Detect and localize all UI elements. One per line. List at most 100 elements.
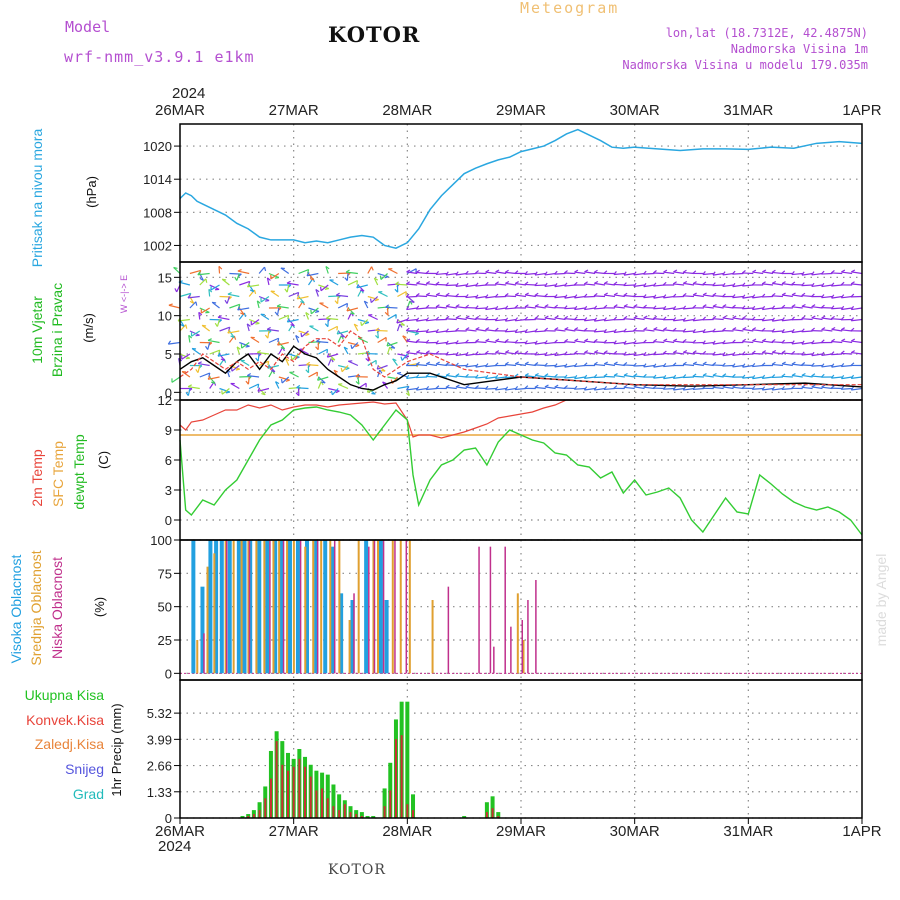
wind-barb-tip: [222, 278, 227, 281]
wind-barb-tip: [416, 349, 421, 353]
wind-barb: [278, 314, 289, 321]
wind-barb-tip: [369, 298, 372, 303]
wind-barb-tip: [335, 390, 340, 394]
wind-barb: [387, 342, 396, 349]
wind-barb-tip: [324, 287, 329, 291]
wind-barb-tip: [364, 300, 369, 304]
wind-barb-tip: [583, 281, 588, 285]
wind-barb-tip: [583, 386, 588, 391]
wind-barb: [603, 387, 615, 391]
wind-barb: [584, 283, 596, 286]
wind-barb-tip: [712, 315, 717, 320]
wind-barb-tip: [256, 300, 261, 304]
wind-barb: [574, 364, 586, 368]
wind-barb: [594, 318, 606, 322]
wind-barb-tip: [455, 327, 460, 332]
wind-barb: [416, 307, 428, 310]
precip-conv-bar: [247, 816, 250, 818]
wind-barb: [643, 295, 655, 299]
wind-barb: [378, 291, 388, 298]
wind-barb: [742, 318, 754, 321]
wind-barb: [251, 319, 260, 326]
precip-conv-bar: [298, 758, 301, 818]
wind-barb: [692, 352, 704, 355]
wind-barb: [643, 329, 655, 332]
wind-barb-tip: [195, 301, 198, 306]
wind-barb-tip: [475, 294, 479, 299]
wind-barb: [732, 272, 744, 275]
wind-barb: [811, 386, 823, 390]
wind-barb-tip: [345, 367, 350, 371]
wind-barb-tip: [594, 280, 599, 284]
wind-barb: [732, 386, 744, 390]
wind-barb-tip: [751, 305, 756, 310]
wind-barb: [643, 353, 655, 357]
wind-barb: [485, 271, 497, 275]
wind-barb-tip: [722, 327, 726, 332]
cloud-high-bar: [323, 540, 328, 674]
footer-station-label: KOTOR: [328, 862, 386, 878]
wind-barb-tip: [208, 372, 211, 378]
wind-barb: [276, 305, 289, 309]
wind-barb-tip: [425, 292, 431, 296]
wind-barb: [219, 387, 231, 393]
wind-barb-tip: [741, 270, 746, 274]
wind-tick-label: 10: [158, 309, 172, 324]
wind-barb-tip: [821, 294, 825, 299]
wind-barb: [343, 346, 349, 355]
page-subtitle: Meteogram: [520, 0, 620, 17]
wind-barb-tip: [702, 328, 706, 333]
wind-barb: [554, 329, 566, 332]
wind-barb: [811, 364, 823, 367]
wind-barb: [353, 323, 359, 332]
wind-barb-tip: [830, 315, 835, 320]
wind-barb-tip: [435, 316, 440, 321]
wind-barb: [801, 272, 813, 276]
wind-barb: [525, 294, 536, 298]
wind-barb-tip: [564, 363, 568, 368]
wind-barb: [831, 284, 843, 287]
wind-barb-tip: [653, 338, 658, 343]
wind-barb-tip: [514, 304, 519, 309]
cloud-mid-bar: [206, 566, 209, 674]
wind-barb-tip: [534, 340, 538, 345]
wind-barb: [416, 387, 428, 391]
wind-barb: [584, 340, 596, 344]
wind-barb-tip: [225, 391, 231, 394]
dewpt-axis-label: dewpt Temp: [71, 434, 87, 509]
wind-barb: [564, 364, 576, 368]
wind-barb-tip: [355, 373, 360, 378]
wind-barb-tip: [850, 350, 856, 354]
wind-barb-tip: [345, 269, 350, 273]
wind-barb-tip: [296, 295, 300, 300]
wind-barb-tip: [514, 317, 519, 322]
wind-barb-tip: [397, 371, 402, 374]
wind-barb-tip: [613, 304, 618, 308]
cloud-mid-bar: [292, 540, 295, 674]
wind-barb-tip: [435, 270, 439, 275]
precip-total-bar: [484, 802, 489, 818]
wind-barb: [209, 284, 220, 290]
cloud-high-bar: [280, 540, 285, 674]
wind-barb: [752, 295, 764, 299]
precip-conv-bar: [343, 804, 346, 818]
wind-barb-tip: [692, 304, 697, 309]
wind-barb-tip: [306, 272, 310, 277]
wind-barb-tip: [475, 385, 479, 389]
wind-barb-tip: [821, 351, 825, 356]
wind-barb: [406, 318, 418, 322]
wind-barb: [544, 353, 556, 357]
wind-barb-tip: [781, 350, 786, 354]
wind-barb: [326, 317, 339, 321]
wind-barb: [445, 284, 457, 287]
wind-barb-tip: [663, 327, 668, 331]
wind-barb-tip: [840, 327, 846, 331]
wind-barb-tip: [702, 316, 706, 321]
wind-barb-tip: [771, 386, 775, 391]
wind-barb: [247, 375, 260, 378]
wind-barb-tip: [801, 271, 805, 276]
wind-barb-tip: [623, 303, 628, 307]
wind-barb: [732, 364, 744, 368]
wind-barb: [594, 307, 606, 310]
wind-barb-tip: [290, 323, 295, 327]
